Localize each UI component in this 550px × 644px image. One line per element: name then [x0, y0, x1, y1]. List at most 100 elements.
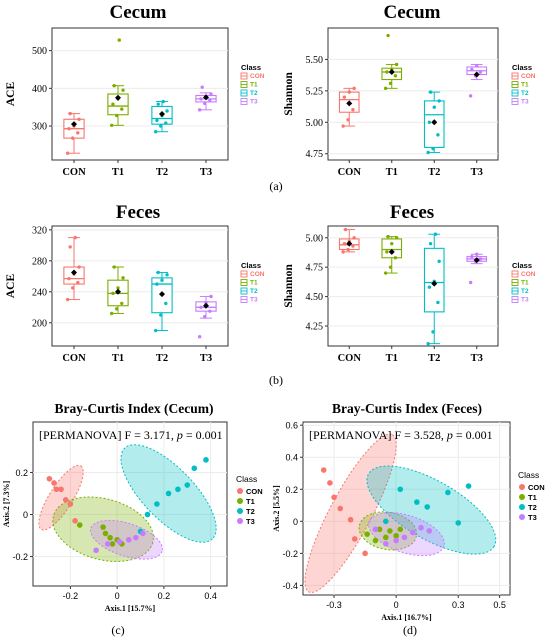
data-point [100, 524, 106, 530]
mean-marker [71, 269, 77, 276]
legend-title: Class [236, 474, 257, 484]
box-T2 [423, 90, 445, 155]
data-point [397, 526, 404, 533]
data-point [164, 301, 168, 306]
data-point [351, 244, 355, 248]
data-point [351, 536, 358, 542]
data-point [385, 70, 389, 74]
mean-marker [473, 257, 480, 264]
data-point [428, 241, 433, 246]
legend-title: Class [512, 63, 532, 72]
box-T3 [195, 85, 217, 112]
data-point [393, 74, 398, 78]
data-point [71, 136, 75, 140]
legend-item-CON: CON [511, 72, 536, 80]
data-point [346, 247, 350, 252]
data-point [393, 532, 399, 539]
x-tick-label: T1 [112, 167, 124, 178]
legend-label: T3 [528, 513, 537, 522]
y-tick-label: -0.2 [282, 549, 298, 559]
legend-label: T2 [521, 288, 529, 295]
annotation-prefix: [PERMANOVA] F = 3.528, [309, 428, 447, 442]
legend-label: T1 [521, 280, 529, 287]
mean-marker [346, 240, 353, 247]
data-point [427, 285, 432, 289]
legend-key [237, 508, 243, 514]
data-point [383, 518, 389, 525]
data-point [120, 301, 124, 306]
data-point [203, 457, 209, 463]
data-point [126, 536, 132, 543]
data-point [394, 236, 399, 240]
legend-item-T1: T1 [511, 81, 529, 89]
data-point [390, 241, 394, 246]
data-point [437, 99, 441, 103]
legend-label: T1 [521, 82, 529, 89]
data-point [116, 286, 120, 290]
annotation-suffix: = 0.001 [453, 428, 493, 442]
legend-item-T1: T1 [519, 493, 537, 502]
data-point [199, 305, 203, 309]
y-tick-label: 400 [32, 84, 47, 95]
mean-marker [203, 94, 209, 101]
data-point [109, 311, 114, 316]
x-tick-label: T1 [386, 353, 398, 364]
legend-label: T3 [521, 297, 529, 304]
data-point [161, 99, 165, 104]
legend-key [519, 504, 525, 510]
data-point [159, 124, 163, 128]
legend-item-T3: T3 [511, 296, 529, 304]
data-point [352, 236, 356, 240]
x-tick-label: CON [62, 167, 86, 178]
data-point [68, 245, 72, 249]
y-axis-label: Axis.2 [7.3%] [2, 480, 11, 527]
y-tick-label: 0.2 [285, 485, 298, 495]
data-point [199, 97, 203, 101]
data-point [436, 133, 440, 137]
data-point [437, 259, 441, 263]
data-point [418, 524, 424, 531]
legend-label: T2 [250, 90, 258, 97]
data-point [352, 86, 356, 91]
data-point [133, 534, 139, 541]
data-point [155, 118, 159, 123]
pcoa-chart-1: Bray-Curtis Index (Cecum) -0.2 0 0.2 -0.2 0 0.… [2, 401, 263, 613]
annotation-prefix: [PERMANOVA] F = 3.171, [39, 428, 177, 442]
x-tick-label: -0.2 [63, 591, 79, 601]
data-point [77, 117, 81, 121]
series-T2 [137, 457, 209, 535]
legend-item-T3: T3 [240, 98, 258, 106]
data-point [109, 541, 116, 547]
y-axis-label: ACE [5, 82, 17, 107]
data-point [470, 254, 474, 259]
box-T1 [107, 265, 129, 316]
legend-label: T3 [250, 297, 258, 304]
box-T2 [423, 232, 445, 346]
legend-item-T1: T1 [511, 279, 529, 287]
series-T1 [364, 526, 404, 544]
data-point [155, 282, 159, 286]
data-point [414, 499, 420, 505]
data-point [397, 486, 404, 493]
data-point [46, 475, 53, 482]
data-point [376, 526, 383, 533]
panel-label-d: (d) [403, 623, 417, 637]
data-point [424, 504, 431, 510]
data-point [341, 124, 345, 128]
box-CON [63, 235, 85, 302]
data-point [204, 300, 208, 305]
legend-item-CON: CON [519, 483, 545, 492]
data-point [153, 130, 158, 134]
legend-label: T2 [250, 288, 258, 295]
x-tick-label: T1 [386, 167, 398, 178]
data-point [470, 67, 474, 72]
legend-item-CON: CON [237, 487, 263, 496]
data-point [426, 341, 430, 346]
data-point [140, 530, 146, 537]
mean-marker [115, 94, 121, 101]
data-point [347, 516, 354, 523]
